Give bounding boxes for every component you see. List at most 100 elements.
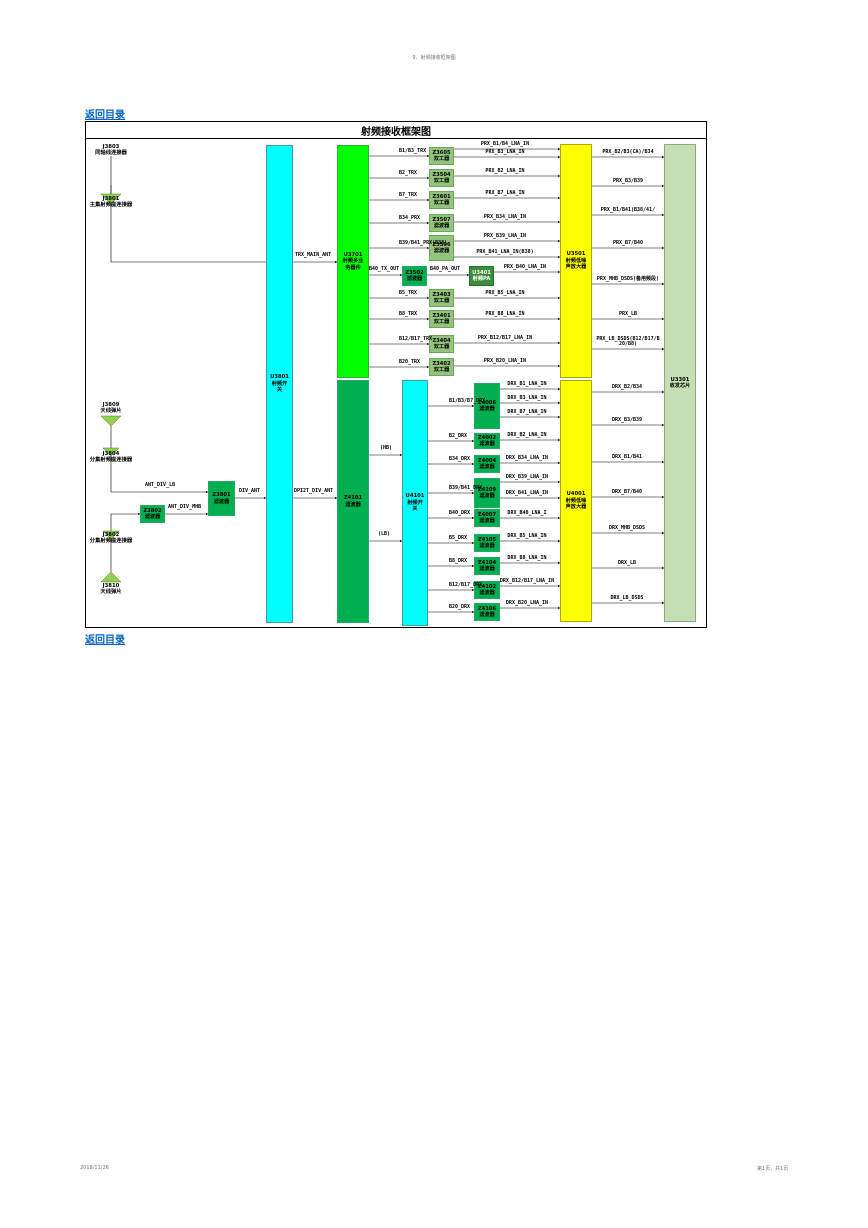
connector-j3801: J3801 主集射频座连接器 [89, 196, 133, 209]
footer-date: 2018/11/26 [80, 1165, 109, 1171]
prx-lna-label: PRX_B8_LNA_IN [485, 311, 525, 317]
connector-j3803: J3803 同轴线连接器 [95, 144, 127, 157]
block-u3501: U3501 射频低噪 声放大器 [560, 144, 592, 378]
drx-lna-label: DRX_B8_LNA_IN [507, 555, 547, 561]
drx-output-label: DRX_LB_DSDS [610, 595, 644, 601]
back-to-toc-link-bottom[interactable]: 返回目录 [85, 635, 125, 646]
drx-filter-input-label: B2_DRX [449, 433, 468, 439]
drx-output-label: DRX_LB [617, 560, 637, 566]
prx-lna-label: PRX_B20_LNA_IN [483, 358, 527, 364]
drx-filter-block: Z4102 滤波器 [474, 581, 500, 599]
drx-filter-input-label: B20_DRX [449, 604, 471, 610]
drx-lna-label: DRX_B2_LNA_IN [507, 432, 547, 438]
connector-j3810: J3810 天线弹片 [100, 583, 122, 596]
prx-output-label: PRX_LB_DSDS(B12/B17/B 20/B8) [596, 336, 660, 347]
drx-filter-block: Z4105 滤波器 [474, 534, 500, 552]
drx-output-label: DRX_B7/B40 [611, 489, 643, 495]
drx-output-label: DRX_B3/B39 [611, 417, 643, 423]
drx-lna-label: DRX_B39_LNA_IN [505, 474, 549, 480]
drx-filter-input-label: B5_DRX [449, 535, 468, 541]
prx-lna-label: PRX_B5_LNA_IN [485, 290, 525, 296]
dpi2t-div-ant-label: DPI2T_DIV_ANT [294, 488, 334, 494]
hb-label: (HB) [380, 445, 393, 451]
drx-lna-label: DRX_B7_LNA_IN [507, 409, 547, 415]
antenna-icon-j3802 [102, 530, 120, 540]
ant-div-lb-label: ANT_DIV_LB [145, 482, 176, 488]
connector-j3809: J3809 天线弹片 [100, 402, 122, 415]
diagram-frame [85, 121, 707, 628]
drx-filter-input-label: B34_DRX [449, 456, 471, 462]
lb-label: (LB) [378, 531, 391, 537]
drx-lna-label: DRX_B12/B17_LNA_IN [499, 578, 555, 584]
prx-filter-block: Z3504 双工器 [429, 169, 454, 187]
block-z3802: Z3802 滤波器 [140, 505, 165, 523]
prx-filter-input-label: B39/B41_PRX(B38) [399, 240, 448, 246]
antenna-icon-j3809 [100, 415, 122, 427]
prx-lna-label: PRX_B34_LNA_IN [483, 214, 527, 220]
drx-filter-block: Z4209 滤波器 [474, 478, 500, 508]
drx-filter-input-label: B1/B3/B7_DRX [449, 398, 486, 404]
prx-lna-label: PRX_B39_LNA_IN [483, 233, 527, 239]
diagram-title: 射频接收框架图 [361, 127, 431, 138]
drx-lna-label: DRX_B3_LNA_IN [507, 395, 547, 401]
div-ant-label: DIV_ANT [239, 488, 261, 494]
block-u4001: U4001 射频低噪 声放大器 [560, 380, 592, 622]
trx-main-ant-label: TRX_MAIN_ANT [295, 252, 332, 258]
prx-output-label: PRX_B7/B40 [612, 240, 644, 246]
prx-lna-label: PRX_B40_LNA_IN [503, 264, 547, 270]
prx-output-label: PRX_B1/B41(B38/41/ [600, 207, 656, 213]
prx-filter-input-label: B12/B17_TRX [399, 336, 433, 342]
drx-lna-label: DRX_B20_LNA_IN [505, 600, 549, 606]
drx-output-label: DRX_MHB_DSDS [608, 525, 646, 531]
block-z4101: Z4101 滤波器 [337, 380, 369, 623]
prx-output-label: PRX_LB [618, 311, 638, 317]
title-divider [85, 138, 707, 139]
prx-lna-label: PRX_B1/B4_LNA_IN [480, 141, 530, 147]
block-z3801: Z3801 滤波器 [208, 481, 235, 516]
prx-filter-input-label: B7_TRX [399, 192, 418, 198]
prx-filter-block: Z3402 双工器 [429, 358, 454, 376]
block-u4101: U4101 射频开 关 [402, 380, 428, 626]
drx-filter-block: Z4104 滤波器 [474, 557, 500, 575]
drx-lna-label: DRX_B34_LNA_IN [505, 455, 549, 461]
antenna-icon-j3804 [102, 447, 120, 457]
drx-output-label: DRX_B2/B34 [611, 384, 643, 390]
drx-filter-block: Z4007 滤波器 [474, 509, 500, 527]
prx-filter-input-label: B20_TRX [399, 359, 421, 365]
prx-filter-input-label: B34_PRX [399, 215, 421, 221]
connector-j3804: J3804 分集射频座连接器 [89, 451, 133, 464]
prx-lna-label: PRX_B12/B17_LNA_IN [477, 335, 533, 341]
page-header: 9、射频接收框架图 [412, 55, 456, 61]
prx-output-label: PRX_B3/B39 [612, 178, 644, 184]
prx-filter-input-label: B5_TRX [399, 290, 418, 296]
prx-filter-block: Z3403 双工器 [429, 289, 454, 307]
block-u3301: U3301 收发芯片 [664, 144, 696, 622]
prx-filter-block: Z3401 双工器 [429, 310, 454, 328]
drx-filter-input-label: B40_DRX [449, 510, 471, 516]
drx-filter-block: Z4004 滤波器 [474, 455, 500, 473]
prx-filter-block: Z3605 双工器 [429, 147, 454, 165]
prx-filter-input-label: B1/B3_TRX [399, 148, 427, 154]
block-u3801: U3801 射频开 关 [266, 145, 293, 623]
prx-lna-label: PRX_B7_LNA_IN [485, 190, 525, 196]
back-to-toc-link[interactable]: 返回目录 [85, 110, 125, 121]
connector-j3802: J3802 分集射频座连接器 [89, 532, 133, 545]
drx-lna-label: DRX_B40_LNA_I [507, 510, 547, 516]
prx-filter-block: Z3404 双工器 [429, 335, 454, 353]
prx-lna-label: PRX_B3_LNA_IN [485, 149, 525, 155]
block-u3701: U3701 射频多业 务器件 [337, 145, 369, 378]
prx-lna-label: PRX_B41_LNA_IN(B38) [476, 249, 534, 255]
drx-lna-label: DRX_B5_LNA_IN [507, 533, 547, 539]
main-antenna-wire [110, 156, 266, 263]
drx-lna-label: DRX_B41_LNA_IN [505, 490, 549, 496]
block-z3502: Z3502 滤波器 [402, 266, 427, 286]
antenna-icon-j3801 [100, 193, 122, 205]
drx-filter-input-label: B12/B17_DRX [449, 582, 483, 588]
prx-output-label: PRX_MHB_DSDS(备用频段) [596, 276, 660, 282]
drx-filter-block: Z4002 滤波器 [474, 433, 500, 449]
antenna-icon-j3810 [100, 571, 122, 583]
prx-filter-input-label: B8_TRX [399, 311, 418, 317]
drx-filter-block: Z4006 滤波器 [474, 383, 500, 429]
ant-div-mhb-label: ANT_DIV_MHB [168, 504, 202, 510]
